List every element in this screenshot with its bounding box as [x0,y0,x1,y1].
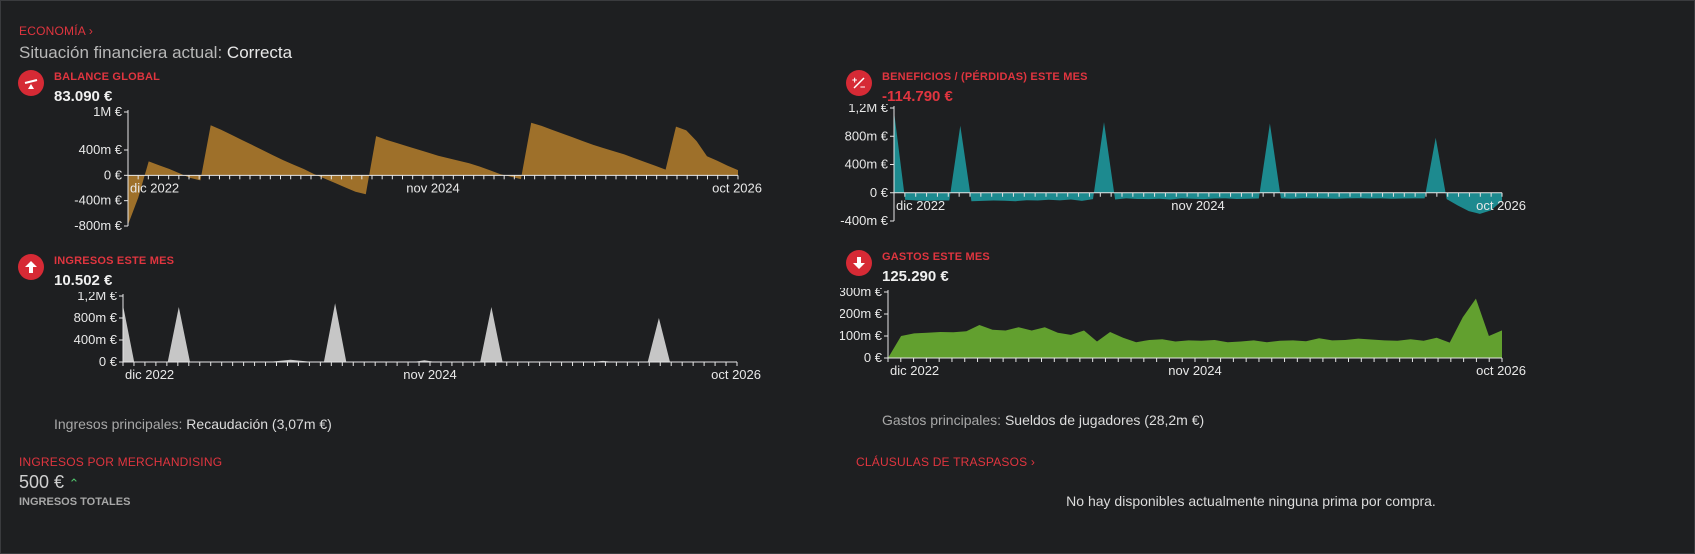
income-y-tick-label: 1,2M € [77,292,118,303]
expenses-y-tick-label: 0 € [864,350,883,365]
income-x-tick-label: oct 2026 [711,367,761,382]
profit-label: BENEFICIOS / (PÉRDIDAS) ESTE MES [882,71,1088,83]
balance-y-tick-label: -400m € [74,193,122,208]
expenses-value: 125.290 € [882,268,949,285]
profit-y-tick-label: 400m € [845,157,889,172]
balance-x-tick-label: dic 2022 [130,180,179,195]
transfer-clauses-link[interactable]: CLÁUSULAS DE TRASPASOS › [856,455,1035,469]
expenses-chart: 300m € 200m € 100m € 0 € dic 2022 nov 2024 oct… [840,288,1526,378]
expenses-y-tick-label: 200m € [840,306,883,321]
income-area [123,303,737,362]
income-y-tick-label: 0 € [99,354,118,369]
arrow-down-icon [846,250,872,276]
balance-y-tick-label: 0 € [104,167,123,182]
balance-y-tick-label: 400m € [79,142,123,157]
profit-y-tick-label: -400m € [840,213,888,228]
income-principal-value: Recaudación (3,07m €) [186,416,332,432]
expenses-area [888,298,1502,358]
financial-status-label: Situación financiera actual: [19,43,223,62]
expenses-x-tick-label: dic 2022 [890,363,939,378]
chevron-right-icon: › [1030,455,1036,469]
income-principal: Ingresos principales: Recaudación (3,07m… [54,416,332,432]
financial-status: Situación financiera actual: Correcta [19,43,292,63]
merch-value-row: 500 € ⌃ [19,472,79,493]
no-bonus-message: No hay disponibles actualmente ninguna p… [1066,493,1436,509]
balance-x-tick-label: nov 2024 [406,180,460,195]
profit-chart: 1,2M € 800m € 400m € 0 € -400m € dic 2022 nov … [840,104,1526,228]
balance-y-tick-label: 1M € [93,106,123,119]
profit-value: -114.790 € [882,88,953,105]
plus-minus-icon: + − [846,70,872,96]
expenses-principal: Gastos principales: Sueldos de jugadores… [882,412,1204,428]
arrow-up-icon [18,254,44,280]
income-value: 10.502 € [54,272,113,289]
expenses-y-tick-label: 300m € [840,288,883,299]
income-x-tick-label: nov 2024 [403,367,457,382]
balance-label: BALANCE GLOBAL [54,71,161,83]
transfer-clauses-label: CLÁUSULAS DE TRASPASOS [856,455,1028,469]
expenses-x-tick-label: oct 2026 [1476,363,1526,378]
income-principal-label: Ingresos principales: [54,416,183,432]
balance-area [128,122,738,225]
seesaw-icon [18,70,44,96]
merch-sub: INGRESOS TOTALES [19,496,131,508]
profit-y-tick-label: 0 € [870,185,889,200]
balance-x-tick-label: oct 2026 [712,180,762,195]
profit-x-tick-label: oct 2026 [1476,198,1526,213]
expenses-y-tick-label: 100m € [840,328,883,343]
income-chart: 1,2M € 800m € 400m € 0 € dic 2022 nov 2024 oct… [74,292,761,382]
profit-x-tick-label: dic 2022 [896,198,945,213]
income-y-tick-label: 800m € [74,310,118,325]
income-y-tick-label: 400m € [74,332,118,347]
expenses-x-tick-label: nov 2024 [1168,363,1222,378]
merch-value: 500 € [19,472,65,492]
profit-x-tick-label: nov 2024 [1171,198,1225,213]
caret-up-icon: ⌃ [68,476,80,491]
economy-link-label: ECONOMÍA [19,24,86,38]
balance-value: 83.090 € [54,88,113,105]
balance-chart: 1M € 400m € 0 € -400m € -800m € dic 2022 nov 2… [74,106,762,233]
financial-status-value: Correcta [226,43,293,62]
income-label: INGRESOS ESTE MES [54,255,175,267]
profit-y-tick-label: 800m € [845,128,889,143]
chevron-right-icon: › [88,24,94,38]
svg-text:+: + [852,75,857,85]
income-x-tick-label: dic 2022 [125,367,174,382]
expenses-principal-value: Sueldos de jugadores (28,2m €) [1004,412,1205,428]
expenses-principal-label: Gastos principales: [882,412,1002,428]
svg-text:−: − [860,82,865,91]
economy-link[interactable]: ECONOMÍA › [19,24,93,38]
balance-y-tick-label: -800m € [74,218,122,233]
expenses-label: GASTOS ESTE MES [882,251,990,263]
profit-y-tick-label: 1,2M € [848,104,889,115]
merch-label: INGRESOS POR MERCHANDISING [19,455,223,469]
